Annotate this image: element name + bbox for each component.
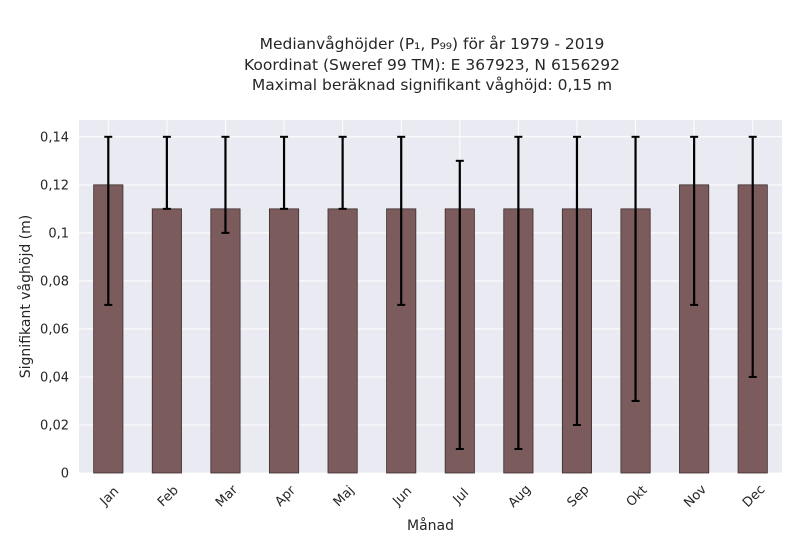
y-tick-label: 0,08 (40, 274, 69, 289)
chart-title-line-1: Medianvåghöjder (P₁, P₉₉) för år 1979 - … (259, 35, 605, 53)
error-bar-jul (455, 159, 464, 450)
error-bar-feb (162, 135, 171, 210)
chart-title-line-2: Koordinat (Sweref 99 TM): E 367923, N 61… (244, 55, 620, 74)
error-bar-dec (748, 135, 757, 378)
error-bar-apr (280, 135, 289, 210)
bar-maj (327, 208, 358, 474)
chart-title: Medianvåghöjder (P₁, P₉₉) för år 1979 - … (0, 34, 800, 96)
x-tick-label: Jan (97, 484, 122, 509)
x-tick-label: Okt (624, 483, 651, 510)
bar-apr (268, 208, 300, 474)
error-bar-nov (690, 135, 699, 306)
y-tick-label: 0,14 (40, 130, 69, 145)
y-tick-label: 0,04 (40, 370, 69, 385)
y-tick-label: 0,02 (40, 418, 69, 433)
x-tick-label: Apr (272, 483, 299, 510)
x-tick-label: Jul (450, 486, 472, 508)
x-tick-label: Jun (390, 484, 416, 510)
x-tick-label: Aug (506, 482, 535, 511)
error-bar-sep (572, 135, 581, 426)
error-bar-okt (631, 135, 640, 402)
bar-feb (151, 208, 182, 474)
x-tick-label: Mar (213, 482, 241, 510)
error-bar-aug (514, 135, 523, 450)
error-bar-jan (104, 135, 113, 306)
y-tick-labels: 0 0,02 0,04 0,06 0,08 0,1 0,12 0,14 (40, 130, 69, 481)
y-tick-label: 0,06 (40, 322, 69, 337)
x-tick-label: Feb (155, 483, 182, 510)
x-tick-label: Sep (565, 483, 593, 511)
x-tick-label: Maj (331, 483, 358, 510)
error-bars (104, 135, 757, 450)
x-tick-label: Dec (740, 482, 768, 510)
y-tick-label: 0,12 (40, 178, 69, 193)
chart-title-line-3: Maximal beräknad signifikant våghöjd: 0,… (251, 76, 613, 94)
x-tick-labels: Jan Feb Mar Apr Maj Jun Jul Aug Sep Okt Nov Dec (97, 482, 769, 511)
y-tick-label: 0,1 (48, 226, 69, 241)
y-axis-label: Signifikant våghöjd (m) (17, 215, 34, 378)
y-tick-label: 0 (61, 467, 69, 482)
error-bar-mar (221, 135, 230, 234)
x-tick-label: Nov (681, 482, 710, 511)
bars (93, 184, 768, 474)
error-bar-jun (397, 135, 406, 306)
bar-mar (210, 208, 241, 474)
x-axis-label: Månad (407, 517, 454, 534)
plot-background (79, 120, 782, 473)
error-bar-maj (338, 135, 347, 210)
